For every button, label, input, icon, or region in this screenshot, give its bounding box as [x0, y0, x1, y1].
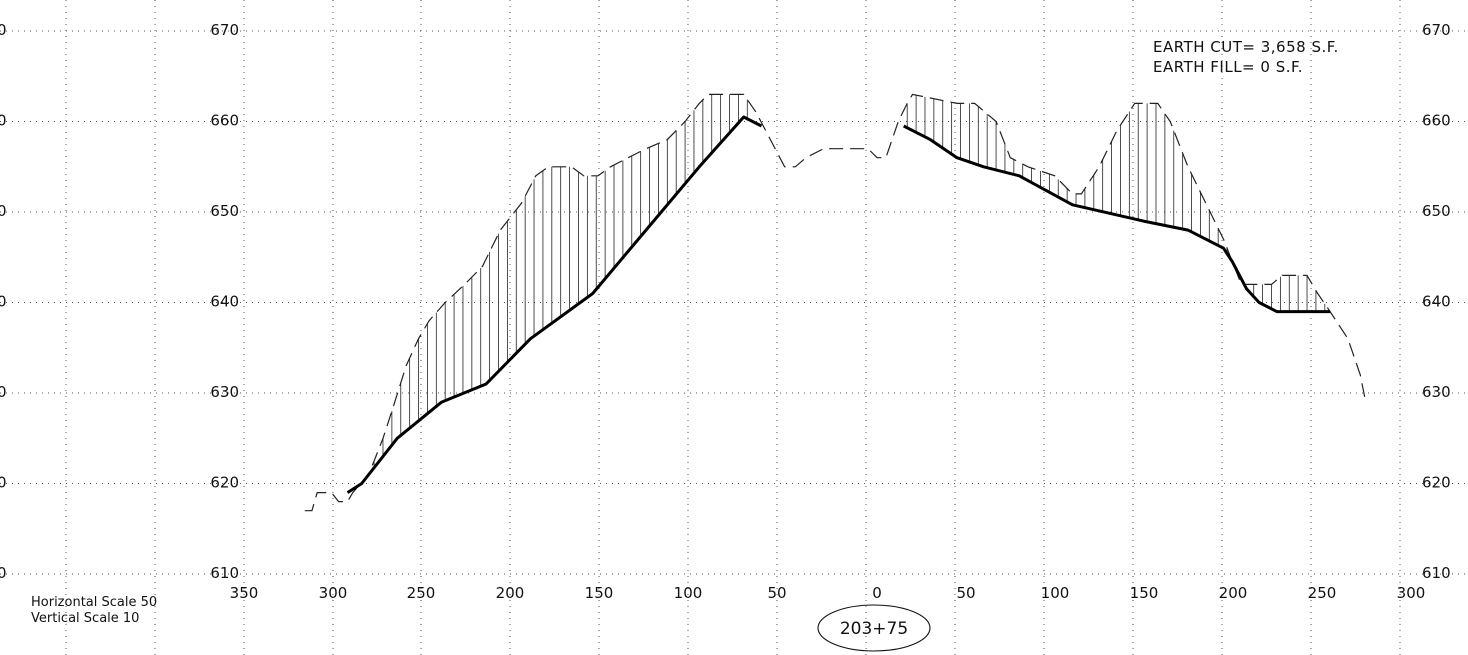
existing-ground-line [304, 93, 1367, 512]
y-tick-right-630: 630 [1422, 383, 1451, 401]
x-tick-right-300: 300 [1397, 584, 1426, 602]
y-tick-left-670: 670 [210, 21, 239, 39]
design-line-right [903, 124, 1331, 314]
edge-label: 0 [0, 564, 7, 582]
x-tick-right-200: 200 [1219, 584, 1248, 602]
x-tick-left-350: 350 [230, 584, 259, 602]
y-tick-right-620: 620 [1422, 474, 1451, 492]
x-tick-left-250: 250 [407, 584, 436, 602]
y-tick-left-610: 610 [210, 564, 239, 582]
profile-lines [304, 93, 1367, 512]
x-tick-right-0: 0 [872, 584, 882, 602]
x-tick-left-50: 50 [767, 584, 786, 602]
edge-label: 0 [0, 112, 7, 130]
x-tick-right-150: 150 [1130, 584, 1159, 602]
y-tick-right-650: 650 [1422, 202, 1451, 220]
station-marker: 203+75 [817, 604, 931, 652]
x-tick-right-250: 250 [1308, 584, 1337, 602]
x-tick-left-200: 200 [496, 584, 525, 602]
edge-label: 0 [0, 202, 7, 220]
y-tick-left-620: 620 [210, 474, 239, 492]
design-line-left [346, 115, 763, 494]
x-tick-left-150: 150 [585, 584, 614, 602]
x-tick-right-100: 100 [1041, 584, 1070, 602]
earth-fill-note: EARTH FILL= 0 S.F. [1153, 58, 1303, 76]
y-tick-right-660: 660 [1422, 112, 1451, 130]
x-tick-left-300: 300 [319, 584, 348, 602]
x-tick-left-100: 100 [674, 584, 703, 602]
edge-label: 0 [0, 383, 7, 401]
edge-label: 0 [0, 293, 7, 311]
y-tick-left-640: 640 [210, 293, 239, 311]
y-tick-right-640: 640 [1422, 293, 1451, 311]
y-tick-right-670: 670 [1422, 21, 1451, 39]
y-tick-left-650: 650 [210, 202, 239, 220]
edge-label: 0 [0, 21, 7, 39]
y-tick-left-630: 630 [210, 383, 239, 401]
earth-cut-note: EARTH CUT= 3,658 S.F. [1153, 38, 1339, 56]
vertical-scale-label: Vertical Scale 10 [31, 611, 139, 626]
cut-area-hatching [373, 94, 1326, 468]
edge-label: 0 [0, 474, 7, 492]
horizontal-scale-label: Horizontal Scale 50 [31, 595, 157, 610]
y-tick-left-660: 660 [210, 112, 239, 130]
station-label: 203+75 [840, 619, 908, 639]
axis-labels: 350 300 250 200 150 100 50 0 50 100 150 200 250 300 67… [0, 21, 1451, 602]
x-tick-right-50: 50 [956, 584, 975, 602]
y-tick-right-610: 610 [1422, 564, 1451, 582]
